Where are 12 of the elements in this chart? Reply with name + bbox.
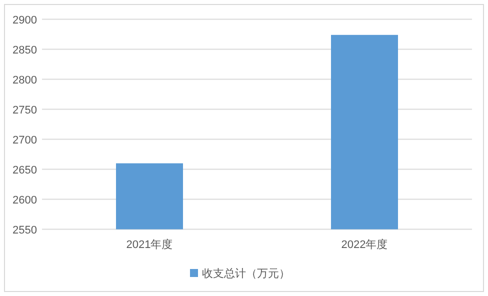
y-tick-label: 2700 [12, 134, 37, 146]
y-tick-label: 2850 [12, 44, 37, 56]
x-tick-label: 2021年度 [126, 238, 173, 251]
y-tick-label: 2750 [12, 104, 37, 116]
y-tick-label: 2600 [12, 194, 37, 206]
y-tick-label: 2800 [12, 74, 37, 86]
legend: 收支总计（万元） [190, 268, 290, 280]
y-tick-label: 2900 [12, 14, 37, 26]
x-tick-label: 2022年度 [341, 238, 388, 251]
y-tick-label: 2650 [12, 164, 37, 176]
legend-label: 收支总计（万元） [202, 267, 290, 280]
y-tick-label: 2550 [12, 224, 37, 236]
